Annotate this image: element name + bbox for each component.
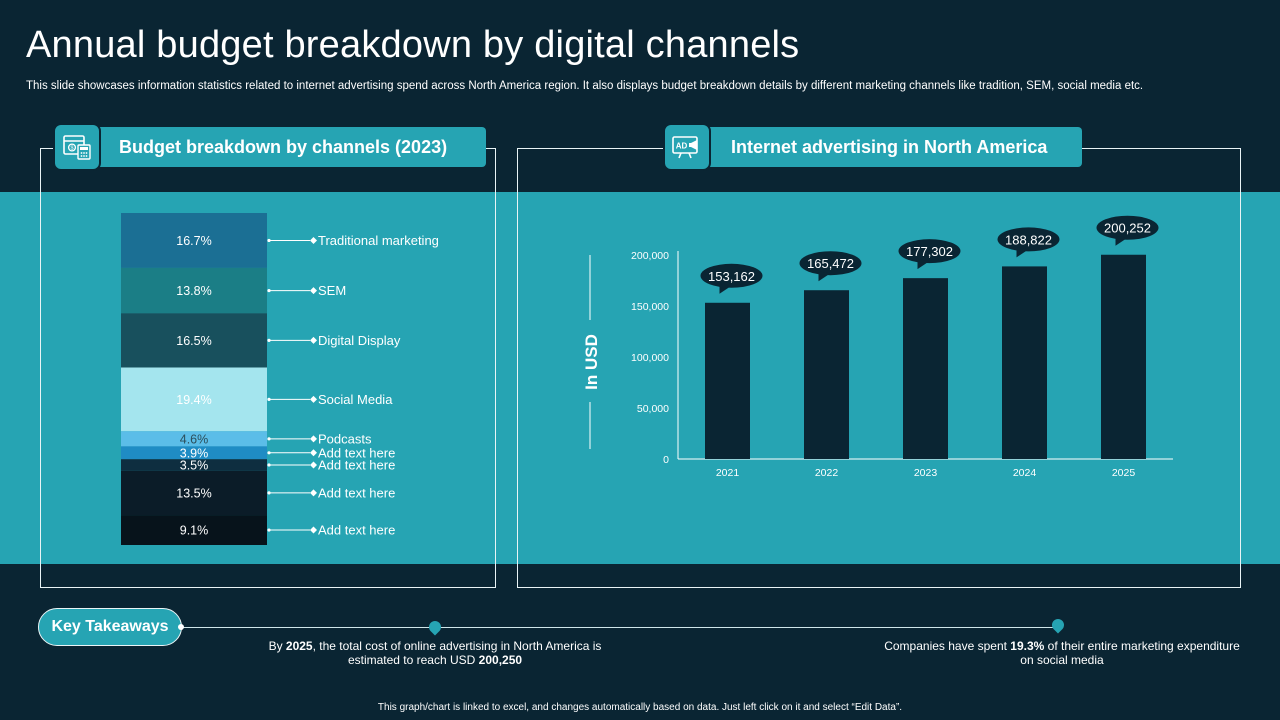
- data-label-bubble-tail: [818, 271, 831, 282]
- segment-value-label: 16.5%: [176, 334, 211, 348]
- bar: [1101, 254, 1146, 459]
- stack-segment: [121, 459, 267, 471]
- y-tick-label: 50,000: [637, 403, 669, 415]
- leader-diamond: [310, 336, 317, 344]
- bar: [804, 290, 849, 459]
- segment-name-label: Add text here: [318, 485, 395, 500]
- y-tick-label: 150,000: [631, 301, 669, 313]
- y-tick-label: 100,000: [631, 352, 669, 364]
- leader-diamond: [310, 461, 317, 469]
- y-tick-label: 0: [663, 454, 669, 466]
- bar-data-label: 188,822: [1005, 232, 1052, 247]
- stack-segment: [121, 446, 267, 460]
- key-takeaways-connector: [182, 627, 1062, 628]
- takeaway-text-2: Companies have spent 19.3% of their enti…: [884, 639, 1240, 667]
- data-label-bubble-tail: [1016, 247, 1029, 258]
- bar: [1002, 266, 1047, 459]
- data-label-bubble-tail: [719, 283, 732, 294]
- segment-value-label: 13.8%: [176, 284, 211, 298]
- segment-value-label: 19.4%: [176, 393, 211, 407]
- data-label-bubble-tail: [1115, 235, 1128, 246]
- segment-value-label: 13.5%: [176, 486, 211, 500]
- data-label-bubble-tail: [917, 259, 930, 270]
- bar-data-label: 165,472: [807, 256, 854, 271]
- leader-diamond: [310, 449, 317, 457]
- stack-segment: [121, 431, 267, 447]
- leader-diamond: [310, 435, 317, 443]
- segment-value-label: 16.7%: [176, 234, 211, 248]
- right-panel-header: Internet advertising in North America: [667, 127, 1082, 167]
- stack-segment: [121, 313, 267, 368]
- stack-segment: [121, 515, 267, 545]
- segment-value-label: 9.1%: [180, 524, 209, 538]
- bar-data-label: 177,302: [906, 244, 953, 259]
- stack-segment: [121, 470, 267, 516]
- svg-text:AD: AD: [676, 142, 688, 151]
- segment-name-label: Add text here: [318, 445, 395, 460]
- page-title: Annual budget breakdown by digital chann…: [26, 24, 800, 66]
- stack-segment: [121, 267, 267, 314]
- segment-name-label: Add text here: [318, 457, 395, 472]
- leader-diamond: [310, 287, 317, 295]
- leader-diamond: [310, 489, 317, 497]
- leader-diamond: [310, 395, 317, 403]
- segment-value-label: 3.5%: [180, 458, 209, 472]
- y-axis-title: In USD: [582, 334, 601, 390]
- stack-segment: [121, 367, 267, 432]
- x-tick-label: 2022: [815, 467, 839, 479]
- leader-diamond: [310, 526, 317, 534]
- bar-data-label: 153,162: [708, 269, 755, 284]
- stack-segment: [121, 213, 267, 268]
- segment-name-label: SEM: [318, 283, 346, 298]
- key-takeaways-dot: [178, 624, 184, 630]
- page-subtitle: This slide showcases information statist…: [26, 80, 1144, 92]
- data-label-bubble: [700, 263, 763, 288]
- data-label-bubble: [898, 239, 961, 264]
- bar: [903, 278, 948, 459]
- x-tick-label: 2024: [1013, 467, 1037, 479]
- data-label-bubble: [997, 227, 1060, 252]
- x-tick-label: 2025: [1112, 467, 1136, 479]
- segment-name-label: Add text here: [318, 523, 395, 538]
- segment-name-label: Social Media: [318, 392, 393, 407]
- data-label-bubble: [799, 251, 862, 276]
- y-tick-label: 200,000: [631, 250, 669, 262]
- segment-value-label: 4.6%: [180, 432, 209, 446]
- segment-name-label: Podcasts: [318, 431, 372, 446]
- x-tick-label: 2023: [914, 467, 938, 479]
- key-takeaways-badge: Key Takeaways: [38, 608, 182, 646]
- data-label-bubble: [1096, 215, 1159, 240]
- left-panel-header: Budget breakdown by channels (2023): [57, 127, 486, 167]
- y-axis-title-group: In USD: [582, 334, 601, 390]
- x-tick-label: 2021: [716, 467, 740, 479]
- segment-name-label: Traditional marketing: [318, 233, 439, 248]
- footer-note: This graph/chart is linked to excel, and…: [377, 702, 903, 713]
- leader-diamond: [310, 236, 317, 244]
- svg-text:$: $: [70, 146, 73, 152]
- budget-calculator-icon: $: [53, 123, 101, 171]
- ad-megaphone-icon: AD: [663, 123, 711, 171]
- bar: [705, 302, 750, 459]
- segment-value-label: 3.9%: [180, 446, 209, 460]
- takeaway-text-1: By 2025, the total cost of online advert…: [268, 639, 602, 667]
- bar-data-label: 200,252: [1104, 221, 1151, 236]
- segment-name-label: Digital Display: [318, 333, 401, 348]
